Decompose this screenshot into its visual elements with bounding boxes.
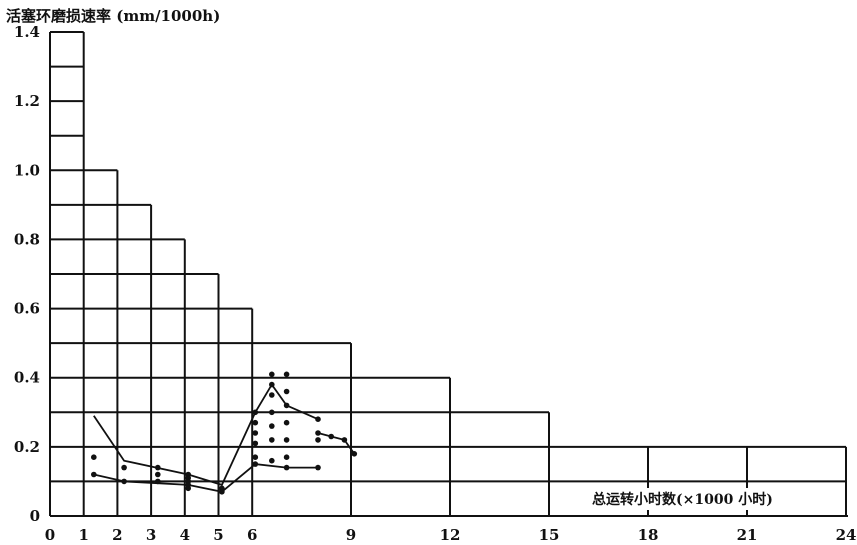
data-point xyxy=(252,461,259,467)
data-point xyxy=(283,371,290,378)
data-point xyxy=(121,478,127,485)
data-point xyxy=(155,471,161,478)
data-point xyxy=(219,489,225,495)
data-point xyxy=(315,437,321,443)
data-point xyxy=(269,392,275,398)
axes xyxy=(49,32,848,517)
data-point xyxy=(269,409,275,416)
x-tick-label: 15 xyxy=(539,526,560,544)
x-tick-label: 18 xyxy=(638,526,659,544)
x-tick-label: 1 xyxy=(78,526,88,544)
y-tick-labels: 0 0.2 0.4 0.6 0.8 1.0 1.2 1.4 xyxy=(14,23,40,525)
data-point xyxy=(269,381,275,388)
y-axis-title: 活塞环磨损速率 (mm/1000h) xyxy=(6,7,220,25)
data-point xyxy=(269,423,275,429)
x-tick-label: 0 xyxy=(45,526,55,544)
data-point xyxy=(252,419,259,426)
data-point xyxy=(315,416,321,423)
y-tick-label: 0.8 xyxy=(14,230,40,248)
data-point xyxy=(341,437,348,443)
x-tick-label: 12 xyxy=(440,526,461,544)
y-tick-label: 1.0 xyxy=(14,161,40,179)
data-point xyxy=(351,451,358,457)
trend-lines xyxy=(93,382,356,493)
data-points xyxy=(91,371,358,495)
x-tick-label: 5 xyxy=(213,526,223,544)
x-tick-label: 3 xyxy=(146,526,156,544)
data-point xyxy=(252,409,259,416)
y-tick-label: 0.6 xyxy=(14,300,40,318)
y-tick-label: 1.2 xyxy=(14,92,40,110)
data-point xyxy=(283,454,290,461)
x-tick-label: 24 xyxy=(836,526,857,544)
x-tick-labels: 0 1 2 3 4 5 6 9 12 15 18 21 24 xyxy=(45,526,857,544)
trend-line-3 xyxy=(317,432,356,455)
data-point xyxy=(252,454,259,461)
data-point xyxy=(315,430,321,436)
data-point xyxy=(155,478,161,485)
data-point xyxy=(283,402,290,409)
y-tick-label: 1.4 xyxy=(14,23,40,41)
y-tick-label: 0.4 xyxy=(14,369,40,387)
data-point xyxy=(283,464,290,471)
x-tick-label: 6 xyxy=(247,526,257,544)
staircase-grid xyxy=(50,31,847,516)
data-point xyxy=(252,440,259,447)
data-point xyxy=(121,464,127,471)
x-tick-label: 2 xyxy=(112,526,122,544)
data-point xyxy=(283,388,290,395)
data-point xyxy=(91,454,97,461)
data-point xyxy=(252,430,259,436)
x-axis-title-background xyxy=(588,488,828,510)
trend-line-1 xyxy=(93,382,319,486)
data-point xyxy=(315,464,321,471)
x-tick-label: 4 xyxy=(180,526,190,544)
x-tick-label: 21 xyxy=(737,526,758,544)
data-point xyxy=(269,371,275,378)
data-point xyxy=(283,419,290,426)
data-point xyxy=(269,437,275,443)
data-point xyxy=(283,437,290,443)
y-tick-label: 0 xyxy=(30,507,40,525)
data-point xyxy=(269,457,275,464)
x-tick-label: 9 xyxy=(346,526,356,544)
data-point xyxy=(185,485,191,492)
x-axis-title: 总运转小时数(×1000 小时) xyxy=(592,491,773,508)
data-point xyxy=(91,471,97,478)
data-point xyxy=(328,433,335,440)
data-point xyxy=(155,464,161,471)
y-tick-label: 0.2 xyxy=(14,438,40,456)
